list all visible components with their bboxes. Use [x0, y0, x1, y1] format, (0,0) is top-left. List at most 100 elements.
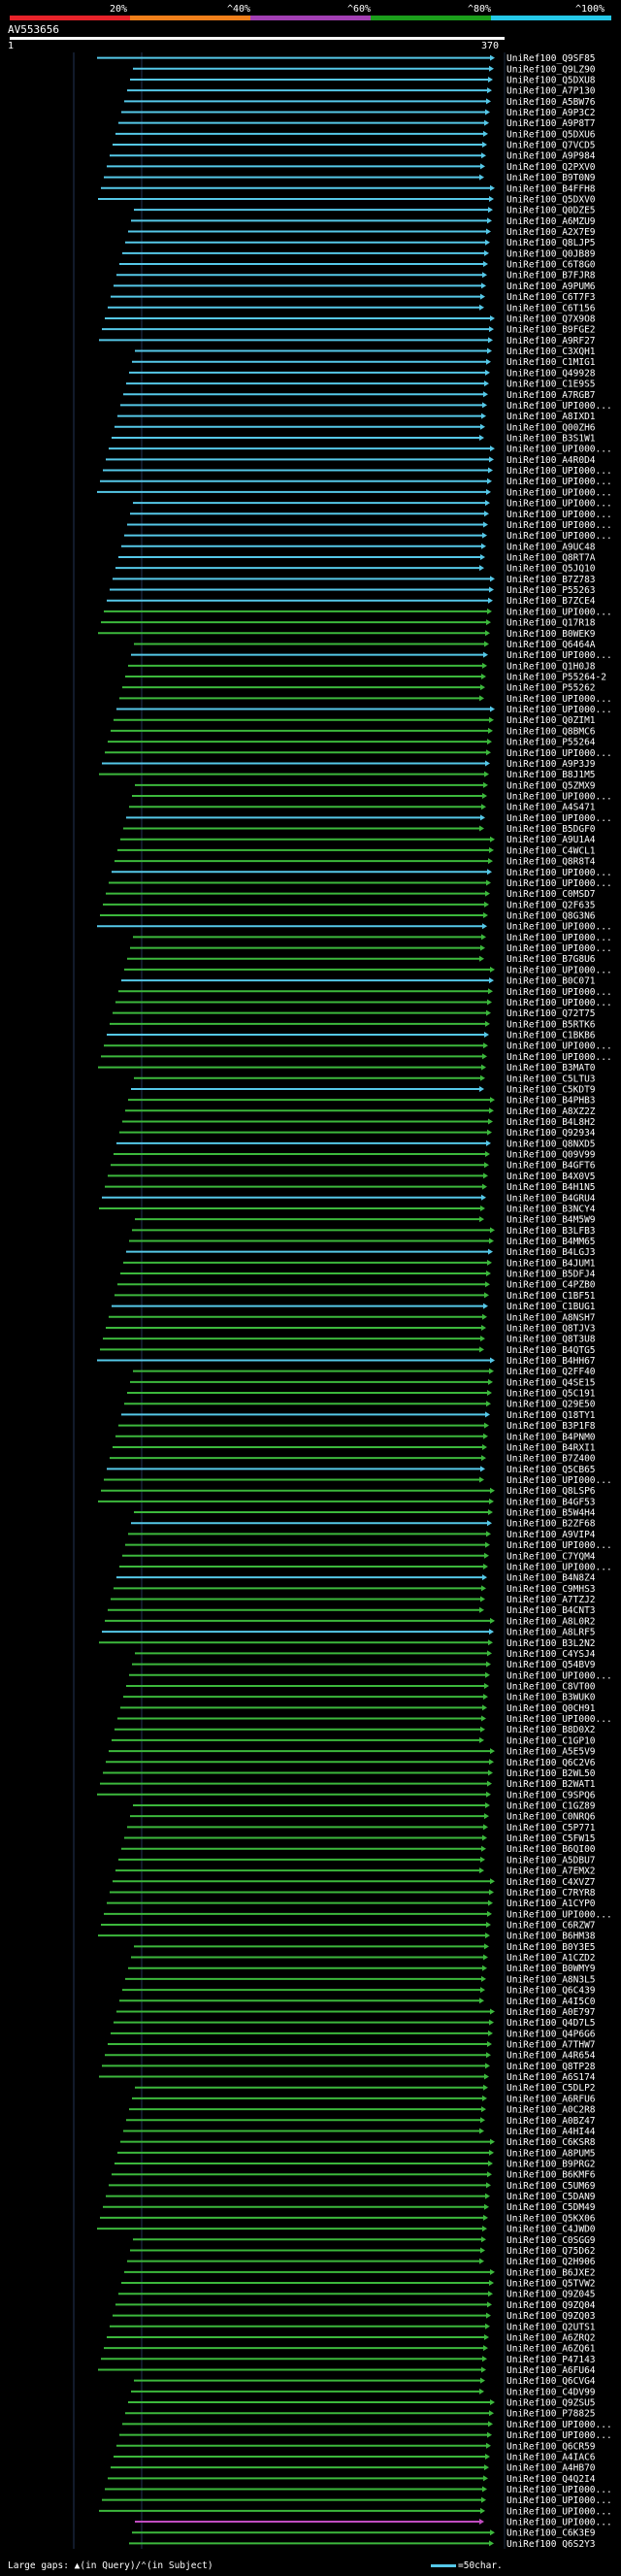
- hit-label[interactable]: UniRef100_UPI000...: [507, 705, 612, 715]
- hit-label[interactable]: UniRef100_A9VIP4: [507, 1530, 596, 1540]
- hit-label[interactable]: UniRef100_Q6464A: [507, 640, 596, 650]
- hit-label[interactable]: UniRef100_C6KSR8: [507, 2137, 596, 2148]
- hit-label[interactable]: UniRef100_B3P1F8: [507, 1421, 596, 1432]
- hit-label[interactable]: UniRef100_C1GZ89: [507, 1800, 596, 1811]
- hit-label[interactable]: UniRef100_C7YQM4: [507, 1551, 596, 1562]
- hit-label[interactable]: UniRef100_P55262: [507, 683, 596, 694]
- hit-label[interactable]: UniRef100_Q29E50: [507, 1400, 596, 1410]
- hit-label[interactable]: UniRef100_C6T8G0: [507, 260, 596, 271]
- hit-label[interactable]: UniRef100_A9P3J9: [507, 759, 596, 770]
- hit-label[interactable]: UniRef100_B3LFB3: [507, 1226, 596, 1237]
- hit-label[interactable]: UniRef100_Q7VCD5: [507, 141, 596, 151]
- hit-label[interactable]: UniRef100_B4L8H2: [507, 1117, 596, 1128]
- hit-label[interactable]: UniRef100_Q8LJP5: [507, 238, 596, 248]
- hit-label[interactable]: UniRef100_Q8NXD5: [507, 1139, 596, 1149]
- hit-label[interactable]: UniRef100_C5KDT9: [507, 1084, 596, 1095]
- hit-label[interactable]: UniRef100_UPI000...: [507, 477, 612, 487]
- hit-label[interactable]: UniRef100_UPI000...: [507, 2518, 612, 2528]
- hit-label[interactable]: UniRef100_Q2F635: [507, 900, 596, 910]
- hit-label[interactable]: UniRef100_Q92934: [507, 1128, 596, 1139]
- hit-label[interactable]: UniRef100_Q5DXU6: [507, 129, 596, 140]
- hit-label[interactable]: UniRef100_UPI000...: [507, 2430, 612, 2441]
- hit-label[interactable]: UniRef100_A0C2R8: [507, 2105, 596, 2116]
- hit-label[interactable]: UniRef100_A8LRF5: [507, 1628, 596, 1638]
- hit-label[interactable]: UniRef100_B7FJR8: [507, 271, 596, 281]
- hit-label[interactable]: UniRef100_UPI000...: [507, 2495, 612, 2506]
- hit-label[interactable]: UniRef100_UPI000...: [507, 401, 612, 412]
- hit-label[interactable]: UniRef100_A4IAC6: [507, 2452, 596, 2462]
- hit-label[interactable]: UniRef100_UPI000...: [507, 933, 612, 943]
- hit-label[interactable]: UniRef100_A5E5V9: [507, 1747, 596, 1758]
- hit-label[interactable]: UniRef100_B4GF53: [507, 1497, 596, 1507]
- hit-label[interactable]: UniRef100_A4S471: [507, 803, 596, 813]
- hit-label[interactable]: UniRef100_Q75D62: [507, 2246, 596, 2257]
- hit-label[interactable]: UniRef100_C6RZW7: [507, 1921, 596, 1932]
- hit-label[interactable]: UniRef100_A8PUM5: [507, 2148, 596, 2159]
- hit-label[interactable]: UniRef100_UPI000...: [507, 998, 612, 1008]
- hit-label[interactable]: UniRef100_Q2PXV0: [507, 162, 596, 173]
- hit-label[interactable]: UniRef100_C5DLP2: [507, 2083, 596, 2094]
- hit-label[interactable]: UniRef100_Q8RT7A: [507, 552, 596, 563]
- hit-label[interactable]: UniRef100_B4RXI1: [507, 1442, 596, 1453]
- hit-label[interactable]: UniRef100_A6ZRQ2: [507, 2332, 596, 2343]
- hit-label[interactable]: UniRef100_UPI000...: [507, 1052, 612, 1063]
- hit-label[interactable]: UniRef100_UPI000...: [507, 1041, 612, 1052]
- hit-label[interactable]: UniRef100_B2WAT1: [507, 1779, 596, 1790]
- hit-label[interactable]: UniRef100_C1BUG1: [507, 1302, 596, 1312]
- hit-label[interactable]: UniRef100_Q5ZMX9: [507, 780, 596, 791]
- hit-label[interactable]: UniRef100_B3WUK0: [507, 1693, 596, 1703]
- hit-label[interactable]: UniRef100_B6HM38: [507, 1932, 596, 1942]
- hit-label[interactable]: UniRef100_A8XZ2Z: [507, 1106, 596, 1117]
- hit-label[interactable]: UniRef100_UPI000...: [507, 1714, 612, 1725]
- hit-label[interactable]: UniRef100_UPI000...: [507, 520, 612, 531]
- hit-label[interactable]: UniRef100_A7TZJ2: [507, 1595, 596, 1605]
- hit-label[interactable]: UniRef100_Q5JQ10: [507, 564, 596, 575]
- hit-label[interactable]: UniRef100_A0E797: [507, 2007, 596, 2018]
- hit-label[interactable]: UniRef100_UPI000...: [507, 1540, 612, 1551]
- hit-label[interactable]: UniRef100_B0Y3E5: [507, 1942, 596, 1953]
- hit-label[interactable]: UniRef100_Q9Z045: [507, 2290, 596, 2300]
- hit-label[interactable]: UniRef100_Q0ZIM1: [507, 715, 596, 726]
- hit-label[interactable]: UniRef100_B5DGF0: [507, 824, 596, 835]
- hit-label[interactable]: UniRef100_Q8TP28: [507, 2062, 596, 2072]
- hit-label[interactable]: UniRef100_C1BKB6: [507, 1031, 596, 1041]
- hit-label[interactable]: UniRef100_UPI000...: [507, 1670, 612, 1681]
- hit-label[interactable]: UniRef100_UPI000...: [507, 943, 612, 954]
- hit-label[interactable]: UniRef100_A4HB70: [507, 2463, 596, 2474]
- hit-label[interactable]: UniRef100_Q5KX06: [507, 2213, 596, 2224]
- hit-label[interactable]: UniRef100_B3S1W1: [507, 433, 596, 444]
- hit-label[interactable]: UniRef100_Q9ZQ03: [507, 2311, 596, 2322]
- hit-label[interactable]: UniRef100_A6ZQ61: [507, 2344, 596, 2355]
- hit-label[interactable]: UniRef100_UPI000...: [507, 922, 612, 933]
- hit-label[interactable]: UniRef100_Q8T3U8: [507, 1335, 596, 1345]
- hit-label[interactable]: UniRef100_A9PUM6: [507, 281, 596, 292]
- hit-label[interactable]: UniRef100_B4CNT3: [507, 1605, 596, 1616]
- hit-label[interactable]: UniRef100_Q9SF85: [507, 53, 596, 64]
- hit-label[interactable]: UniRef100_B2ZF68: [507, 1519, 596, 1530]
- hit-label[interactable]: UniRef100_C6T156: [507, 303, 596, 314]
- hit-label[interactable]: UniRef100_P47143: [507, 2355, 596, 2365]
- hit-label[interactable]: UniRef100_Q8BMC6: [507, 726, 596, 737]
- hit-label[interactable]: UniRef100_B4JUM1: [507, 1258, 596, 1269]
- hit-label[interactable]: UniRef100_UPI000...: [507, 868, 612, 878]
- hit-label[interactable]: UniRef100_B4MM65: [507, 1237, 596, 1247]
- hit-label[interactable]: UniRef100_A5DBU7: [507, 1855, 596, 1866]
- hit-label[interactable]: UniRef100_UPI000...: [507, 1562, 612, 1572]
- hit-label[interactable]: UniRef100_Q5CB65: [507, 1465, 596, 1475]
- hit-label[interactable]: UniRef100_B7ZCE4: [507, 596, 596, 607]
- hit-label[interactable]: UniRef100_Q8LSP6: [507, 1486, 596, 1497]
- hit-label[interactable]: UniRef100_B4H1N5: [507, 1182, 596, 1193]
- hit-label[interactable]: UniRef100_Q8TJV3: [507, 1323, 596, 1334]
- hit-label[interactable]: UniRef100_Q6C2V6: [507, 1758, 596, 1768]
- hit-label[interactable]: UniRef100_C1BF51: [507, 1291, 596, 1302]
- hit-label[interactable]: UniRef100_P78825: [507, 2409, 596, 2420]
- hit-label[interactable]: UniRef100_A4R0D4: [507, 455, 596, 466]
- hit-label[interactable]: UniRef100_A8IXD1: [507, 412, 596, 422]
- hit-label[interactable]: UniRef100_C5P771: [507, 1823, 596, 1833]
- hit-label[interactable]: UniRef100_P55263: [507, 585, 596, 596]
- hit-label[interactable]: UniRef100_Q2FF40: [507, 1367, 596, 1377]
- hit-label[interactable]: UniRef100_Q2UTS1: [507, 2322, 596, 2332]
- hit-label[interactable]: UniRef100_C4DV99: [507, 2387, 596, 2397]
- hit-label[interactable]: UniRef100_A4I5C0: [507, 1997, 596, 2007]
- hit-label[interactable]: UniRef100_Q8G3N6: [507, 911, 596, 922]
